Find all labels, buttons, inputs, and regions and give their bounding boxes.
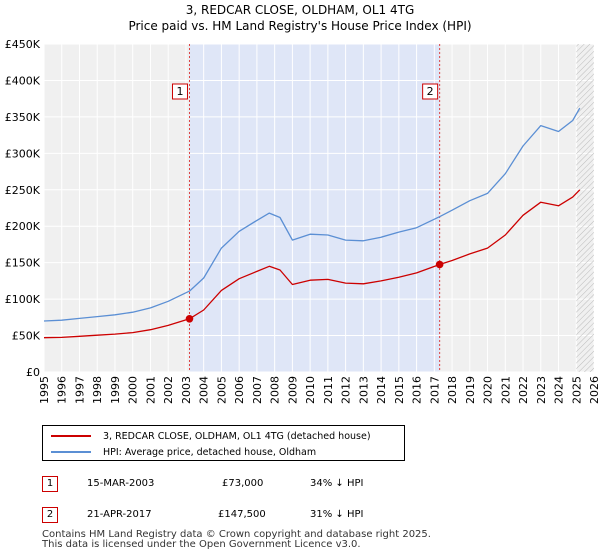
sale-marker-box-2 bbox=[422, 83, 439, 100]
x-tick-label: 2017 bbox=[428, 376, 441, 404]
footer-copyright: Contains HM Land Registry data © Crown c… bbox=[42, 529, 431, 540]
legend: 3, REDCAR CLOSE, OLDHAM, OL1 4TG (detach… bbox=[42, 425, 405, 461]
sale-marker-label-2: 2 bbox=[427, 85, 434, 98]
transaction-price-2: £147,500 bbox=[218, 509, 266, 520]
x-tick-label: 2014 bbox=[375, 376, 388, 404]
transaction-hpi-2: 31% ↓ HPI bbox=[310, 509, 364, 520]
plot-area: 1 2 £0 £50K £100K £150K £200K £250K £300K £350K £4… bbox=[5, 38, 600, 404]
x-tick-label: 2022 bbox=[517, 376, 530, 404]
series-line-property bbox=[43, 189, 581, 339]
legend-label-hpi: HPI: Average price, detached house, Oldh… bbox=[103, 446, 317, 458]
x-tick-label: 2023 bbox=[535, 376, 548, 404]
sale-point-1 bbox=[185, 314, 194, 323]
x-tick-label: 2009 bbox=[286, 376, 299, 404]
sale-marker-label-1: 1 bbox=[176, 85, 183, 98]
x-tick-label: 2003 bbox=[180, 376, 193, 404]
future-hatch bbox=[576, 44, 594, 372]
y-tick-label: £400K bbox=[5, 74, 41, 87]
chart-subtitle: Price paid vs. HM Land Registry's House … bbox=[128, 19, 471, 33]
series-line-hpi bbox=[43, 107, 581, 322]
x-tick-label: 1995 bbox=[38, 376, 51, 404]
x-tick-label: 2021 bbox=[499, 376, 512, 404]
x-tick-label: 2004 bbox=[198, 376, 211, 404]
x-tick-label: 2016 bbox=[411, 376, 424, 404]
x-tick-label: 2005 bbox=[215, 376, 228, 404]
y-tick-label: £50K bbox=[12, 330, 41, 343]
transaction-marker-2: 2 bbox=[42, 507, 58, 523]
x-tick-label: 2024 bbox=[553, 376, 566, 404]
x-tick-label: 2026 bbox=[588, 376, 600, 404]
x-tick-label: 2025 bbox=[570, 376, 583, 404]
x-tick-label: 1999 bbox=[109, 376, 122, 404]
legend-label-property: 3, REDCAR CLOSE, OLDHAM, OL1 4TG (detach… bbox=[103, 430, 371, 442]
x-tick-label: 2013 bbox=[357, 376, 370, 404]
x-tick-label: 2019 bbox=[464, 376, 477, 404]
transaction-marker-1: 1 bbox=[42, 476, 58, 492]
footer: Contains HM Land Registry data © Crown c… bbox=[42, 530, 431, 550]
y-tick-label: £100K bbox=[5, 293, 41, 306]
transaction-date-1: 15-MAR-2003 bbox=[87, 478, 155, 489]
x-tick-label: 2020 bbox=[482, 376, 495, 404]
x-tick-label: 2000 bbox=[127, 376, 140, 404]
sale-point-2 bbox=[435, 260, 444, 269]
chart-title: 3, REDCAR CLOSE, OLDHAM, OL1 4TG bbox=[186, 3, 415, 17]
sale-marker-box-1 bbox=[171, 83, 188, 100]
legend-swatch-hpi bbox=[51, 451, 91, 453]
x-tick-label: 2018 bbox=[446, 376, 459, 404]
x-tick-label: 2011 bbox=[322, 376, 335, 404]
x-tick-label: 2006 bbox=[233, 376, 246, 404]
x-tick-label: 2015 bbox=[393, 376, 406, 404]
x-tick-label: 1996 bbox=[56, 376, 69, 404]
x-tick-label: 2001 bbox=[144, 376, 157, 404]
legend-item-hpi: HPI: Average price, detached house, Oldh… bbox=[51, 444, 316, 460]
x-tick-label: 1998 bbox=[91, 376, 104, 404]
transaction-date-2: 21-APR-2017 bbox=[87, 509, 152, 520]
price-chart: 3, REDCAR CLOSE, OLDHAM, OL1 4TG Price p… bbox=[5, 3, 600, 404]
y-tick-label: £250K bbox=[5, 184, 41, 197]
y-tick-label: £450K bbox=[5, 38, 41, 51]
x-tick-label: 2008 bbox=[269, 376, 282, 404]
x-tick-label: 2012 bbox=[340, 376, 353, 404]
x-tick-label: 2007 bbox=[251, 376, 264, 404]
transaction-hpi-1: 34% ↓ HPI bbox=[310, 478, 364, 489]
legend-swatch-property bbox=[51, 435, 91, 437]
y-tick-label: £200K bbox=[5, 220, 41, 233]
footer-licence: This data is licensed under the Open Gov… bbox=[42, 539, 361, 550]
transaction-price-1: £73,000 bbox=[222, 478, 264, 489]
y-tick-label: £300K bbox=[5, 147, 41, 160]
x-tick-label: 1997 bbox=[73, 376, 86, 404]
legend-item-property: 3, REDCAR CLOSE, OLDHAM, OL1 4TG (detach… bbox=[51, 428, 371, 444]
y-tick-label: £0 bbox=[26, 366, 40, 379]
ownership-span bbox=[189, 44, 440, 372]
y-tick-label: £150K bbox=[5, 257, 41, 270]
x-tick-label: 2010 bbox=[304, 376, 317, 404]
x-tick-label: 2002 bbox=[162, 376, 175, 404]
y-tick-label: £350K bbox=[5, 111, 41, 124]
